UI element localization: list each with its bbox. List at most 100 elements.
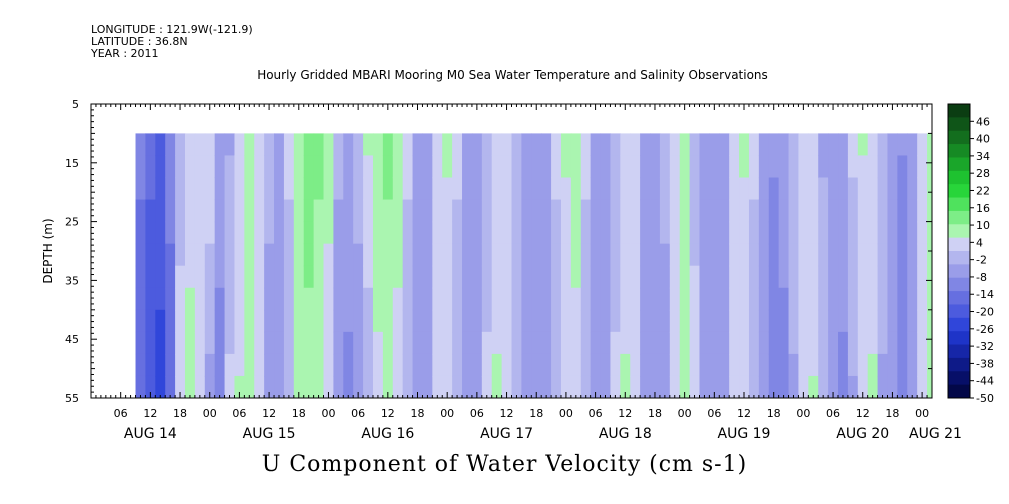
velocity-cell: [194, 221, 206, 245]
velocity-cell: [165, 309, 176, 333]
velocity-cell: [650, 199, 661, 223]
y-axis: 5 15 25 35 45 55: [65, 98, 932, 405]
x-hour-tick-label: 00: [796, 407, 810, 420]
velocity-cell: [135, 155, 147, 179]
velocity-cell: [838, 353, 849, 377]
velocity-cell: [293, 199, 305, 223]
velocity-cell: [214, 199, 226, 223]
velocity-cell: [887, 287, 898, 311]
velocity-cell: [165, 353, 176, 377]
velocity-cell: [165, 375, 176, 398]
velocity-cell: [679, 199, 691, 223]
velocity-cell: [808, 155, 819, 179]
velocity-cell: [679, 309, 691, 333]
colorbar-swatch: [948, 291, 970, 305]
velocity-cell: [194, 287, 206, 311]
velocity-cell: [768, 177, 780, 201]
velocity-cell: [254, 133, 265, 157]
velocity-cell: [847, 331, 859, 355]
velocity-cell: [402, 155, 414, 179]
velocity-cell: [234, 353, 245, 377]
velocity-cell: [640, 199, 651, 223]
velocity-cell: [353, 199, 364, 223]
velocity-cell: [452, 243, 463, 267]
velocity-cell: [422, 265, 433, 289]
velocity-cell: [353, 353, 364, 377]
colorbar-label: -26: [976, 323, 994, 336]
velocity-cell: [828, 133, 839, 157]
x-hour-tick-label: 12: [737, 407, 751, 420]
velocity-cell: [491, 243, 503, 267]
velocity-cell: [343, 243, 354, 267]
velocity-cell: [313, 199, 325, 223]
colorbar-swatch: [948, 130, 970, 145]
velocity-cell: [432, 265, 443, 289]
velocity-cell: [887, 133, 898, 157]
velocity-cell: [432, 155, 443, 179]
velocity-cell: [422, 221, 433, 245]
velocity-cell: [600, 221, 612, 245]
velocity-cell: [244, 265, 255, 289]
velocity-cell: [570, 243, 582, 267]
velocity-cell: [570, 177, 582, 201]
velocity-cell: [333, 155, 344, 179]
velocity-cell: [768, 265, 780, 289]
velocity-cell: [274, 133, 285, 157]
velocity-cell: [481, 265, 493, 289]
velocity-cell: [521, 221, 532, 245]
velocity-cell: [382, 155, 394, 179]
velocity-cell: [818, 155, 829, 179]
velocity-cell: [748, 177, 760, 201]
velocity-cell: [818, 199, 829, 223]
velocity-cell: [234, 375, 245, 398]
velocity-cell: [580, 331, 592, 355]
velocity-cell: [699, 309, 710, 333]
velocity-cell: [560, 375, 572, 398]
velocity-cell: [758, 221, 770, 245]
velocity-cell: [659, 287, 671, 311]
velocity-cell: [650, 133, 661, 157]
velocity-cell: [452, 221, 463, 245]
velocity-cell: [511, 353, 522, 377]
velocity-cell: [699, 221, 710, 245]
velocity-cell: [224, 265, 236, 289]
velocity-cell: [531, 133, 542, 157]
y-tick-label: 45: [65, 333, 79, 346]
velocity-cell: [145, 199, 156, 223]
velocity-cell: [372, 133, 384, 157]
velocity-cell: [887, 375, 898, 398]
chart-title: Hourly Gridded MBARI Mooring M0 Sea Wate…: [257, 68, 768, 82]
x-hour-tick-label: 12: [856, 407, 870, 420]
colorbar-swatch: [948, 117, 970, 132]
colorbar-label: -2: [976, 254, 987, 267]
velocity-cell: [392, 155, 404, 179]
velocity-cell: [531, 221, 542, 245]
velocity-cell: [877, 287, 889, 311]
velocity-cell: [234, 155, 245, 179]
velocity-cell: [887, 243, 898, 267]
velocity-cell: [927, 199, 932, 223]
velocity-cell: [669, 265, 681, 289]
velocity-cell: [580, 243, 592, 267]
x-hour-tick-label: 18: [292, 407, 306, 420]
velocity-cell: [323, 309, 335, 333]
velocity-cell: [135, 177, 147, 201]
velocity-cell: [917, 287, 928, 311]
velocity-cell: [709, 221, 720, 245]
y-tick-label: 15: [65, 157, 79, 170]
velocity-cell: [630, 265, 641, 289]
velocity-cell: [847, 177, 859, 201]
velocity-cell: [521, 265, 532, 289]
velocity-cell: [402, 331, 414, 355]
velocity-cell: [274, 353, 285, 377]
velocity-cell: [422, 309, 433, 333]
velocity-cell: [135, 309, 147, 333]
velocity-cell: [927, 353, 932, 377]
velocity-cell: [145, 265, 156, 289]
velocity-cell: [283, 375, 295, 398]
velocity-cell: [145, 133, 156, 157]
velocity-cell: [372, 287, 384, 311]
velocity-cell: [679, 375, 691, 398]
velocity-cell: [798, 177, 809, 201]
velocity-cell: [917, 353, 928, 377]
